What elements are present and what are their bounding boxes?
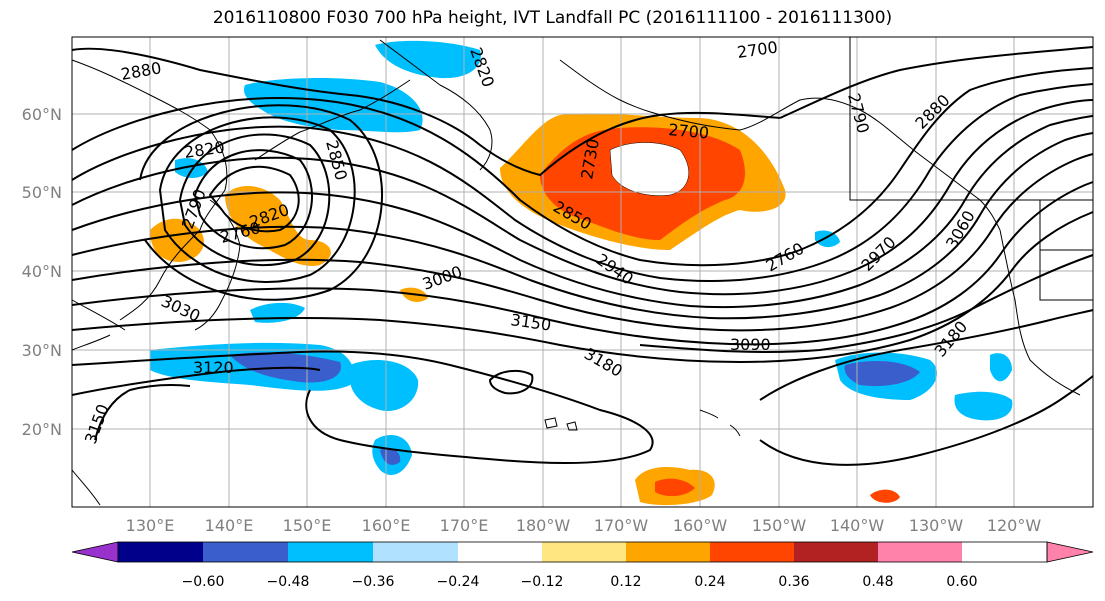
colorbar-bin bbox=[542, 542, 626, 562]
colorbar-under-extension bbox=[71, 541, 119, 563]
lon-label: 120°W bbox=[987, 516, 1042, 535]
colorbar-bin bbox=[626, 542, 710, 562]
colorbar-tick-label: −0.60 bbox=[182, 574, 225, 590]
contour-label: 3150 bbox=[509, 310, 552, 334]
longitude-labels: 130°E 140°E 150°E 160°E 170°E 180°W 170°… bbox=[126, 516, 1042, 535]
lon-label: 170°W bbox=[594, 516, 649, 535]
colorbar-bin bbox=[373, 542, 458, 562]
lat-label: 30°N bbox=[22, 341, 62, 360]
colorbar-tick-label: 0.60 bbox=[946, 574, 977, 590]
graticule bbox=[72, 37, 1093, 507]
contour-label: 3150 bbox=[81, 402, 113, 447]
map-title: 2016110800 F030 700 hPa height, IVT Land… bbox=[212, 8, 893, 28]
colorbar-tick-label: 0.24 bbox=[694, 574, 725, 590]
lon-label: 140°E bbox=[205, 516, 254, 535]
colorbar-bin bbox=[458, 542, 542, 562]
contour-label: 3060 bbox=[942, 207, 979, 252]
lon-label: 160°W bbox=[673, 516, 728, 535]
lon-label: 130°W bbox=[909, 516, 964, 535]
positive-anomaly-shading bbox=[150, 113, 900, 506]
contour-label: 3030 bbox=[158, 291, 203, 325]
lon-label: 150°E bbox=[283, 516, 332, 535]
colorbar-bin bbox=[203, 542, 288, 562]
lat-label: 40°N bbox=[22, 262, 62, 281]
colorbar-bin bbox=[794, 542, 878, 562]
lon-label: 170°E bbox=[440, 516, 489, 535]
colorbar-tick-labels: −0.60 −0.48 −0.36 −0.24 −0.12 0.12 0.24 … bbox=[182, 574, 978, 590]
contour-label: 3000 bbox=[420, 262, 465, 294]
contour-label: 2820 bbox=[183, 137, 226, 161]
height-contours bbox=[71, 46, 1094, 466]
colorbar-tick-label: 0.12 bbox=[610, 574, 641, 590]
colorbar-tick-label: −0.36 bbox=[352, 574, 395, 590]
lon-label: 150°W bbox=[752, 516, 807, 535]
lon-label: 140°W bbox=[830, 516, 885, 535]
colorbar-bin bbox=[118, 542, 203, 562]
colorbar-bin bbox=[878, 542, 962, 562]
lon-label: 130°E bbox=[126, 516, 175, 535]
colorbar-tick-label: −0.48 bbox=[267, 574, 310, 590]
lat-label: 50°N bbox=[22, 183, 62, 202]
contour-label: 2700 bbox=[736, 37, 779, 61]
contour-label: 2790 bbox=[178, 187, 210, 232]
lon-label: 160°E bbox=[362, 516, 411, 535]
colorbar: −0.60 −0.48 −0.36 −0.24 −0.12 0.12 0.24 … bbox=[71, 541, 1094, 590]
latitude-labels: 60°N 50°N 40°N 30°N 20°N bbox=[22, 105, 62, 439]
contour-label: 2700 bbox=[668, 120, 710, 142]
colorbar-tick-label: −0.12 bbox=[521, 574, 564, 590]
contour-label: 3120 bbox=[193, 358, 234, 377]
colorbar-bin bbox=[710, 542, 794, 562]
contour-label: 3090 bbox=[730, 335, 771, 354]
colorbar-tick-label: −0.24 bbox=[437, 574, 480, 590]
colorbar-over-extension bbox=[1046, 541, 1094, 563]
lat-label: 20°N bbox=[22, 420, 62, 439]
colorbar-bin bbox=[288, 542, 373, 562]
lon-label: 180°W bbox=[516, 516, 571, 535]
colorbar-tick-label: 0.36 bbox=[778, 574, 809, 590]
lat-label: 60°N bbox=[22, 105, 62, 124]
colorbar-tick-label: 0.48 bbox=[862, 574, 893, 590]
contour-label: 2880 bbox=[911, 91, 953, 133]
map-frame bbox=[71, 36, 1094, 508]
contour-label: 2790 bbox=[844, 91, 873, 135]
contour-label: 2880 bbox=[119, 58, 162, 84]
